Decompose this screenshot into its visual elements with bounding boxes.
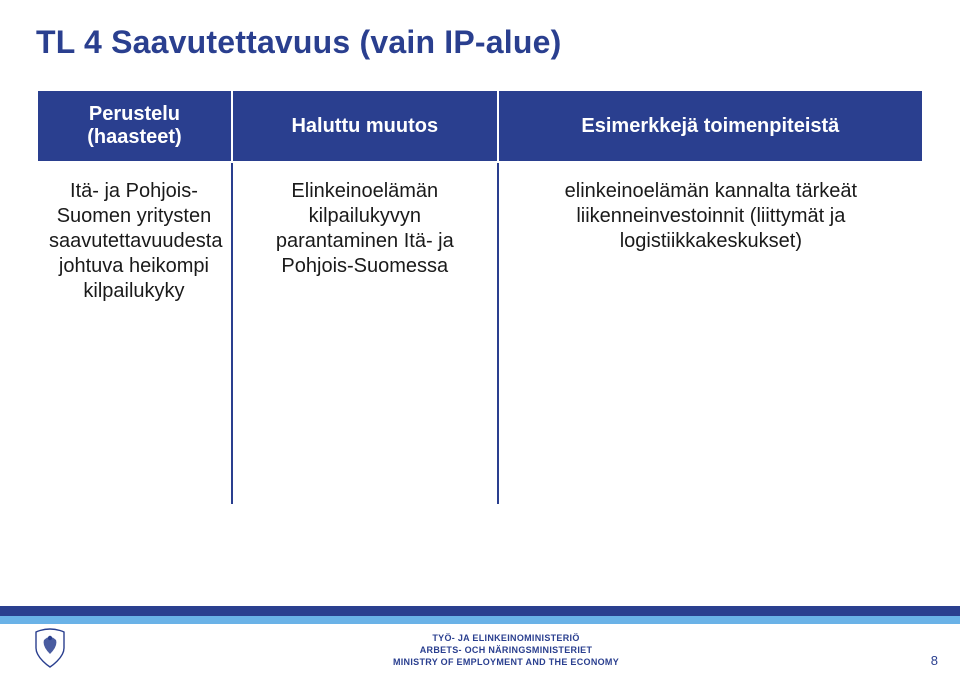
footer-stripe-light	[0, 616, 960, 624]
cell-perustelu: Itä- ja Pohjois-Suomen yritysten saavute…	[37, 162, 232, 504]
ministry-line-1: TYÖ- JA ELINKEINOMINISTERIÖ	[80, 632, 932, 644]
ministry-line-2: ARBETS- OCH NÄRINGSMINISTERIET	[80, 644, 932, 656]
content-table: Perustelu (haasteet) Haluttu muutos Esim…	[36, 89, 924, 504]
col-header-perustelu: Perustelu (haasteet)	[37, 90, 232, 162]
col-header-esimerkkeja: Esimerkkejä toimenpiteistä	[498, 90, 923, 162]
slide: TL 4 Saavutettavuus (vain IP-alue) Perus…	[0, 0, 960, 676]
content-table-wrap: Perustelu (haasteet) Haluttu muutos Esim…	[36, 89, 924, 504]
footer: TYÖ- JA ELINKEINOMINISTERIÖ ARBETS- OCH …	[0, 606, 960, 676]
col-header-haluttu: Haluttu muutos	[232, 90, 498, 162]
table-header-row: Perustelu (haasteet) Haluttu muutos Esim…	[37, 90, 923, 162]
page-title: TL 4 Saavutettavuus (vain IP-alue)	[36, 24, 924, 61]
page-number: 8	[931, 653, 938, 668]
cell-haluttu: Elinkeinoelämän kilpailukyvyn parantamin…	[232, 162, 498, 504]
footer-stripe-dark	[0, 606, 960, 616]
table-row: Itä- ja Pohjois-Suomen yritysten saavute…	[37, 162, 923, 504]
cell-esimerkkeja: elinkeinoelämän kannalta tärkeät liikenn…	[498, 162, 923, 504]
footer-inner: TYÖ- JA ELINKEINOMINISTERIÖ ARBETS- OCH …	[0, 624, 960, 676]
ministry-line-3: MINISTRY OF EMPLOYMENT AND THE ECONOMY	[80, 656, 932, 668]
ministry-block: TYÖ- JA ELINKEINOMINISTERIÖ ARBETS- OCH …	[80, 632, 932, 668]
crest-icon	[28, 626, 72, 670]
